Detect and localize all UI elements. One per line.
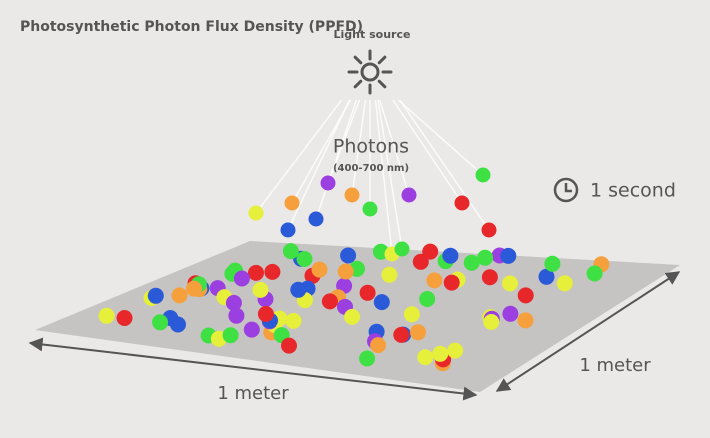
photon-rays [255,99,490,255]
width-label: 1 meter [579,355,651,376]
photon-trail [392,99,463,204]
photon-dot [311,261,328,278]
photon-dot [556,275,573,292]
photon-dot [481,269,498,286]
photon-trail [377,99,403,250]
photon-dot [477,249,494,266]
falling-photon [394,241,410,257]
photon-dot [500,247,517,264]
photons-label: Photons [333,136,409,158]
photon-dot [463,254,480,271]
photon-dot [419,291,436,307]
photon-trail [351,99,367,196]
photon-dot [381,266,398,283]
falling-photon [308,211,324,227]
photon-dot [412,253,429,270]
photon-dot [544,255,561,272]
sun-ray [353,79,363,89]
photon-dot [285,312,302,329]
time-label: 1 second [590,180,676,202]
photon-dot [344,308,361,325]
photon-dot [443,274,460,291]
photon-dot [403,306,420,323]
photon-dot [370,337,387,354]
photon-dot [147,287,164,304]
falling-photon [344,187,360,203]
falling-photon [320,175,336,191]
photon-dot [225,294,242,311]
photon-dot [426,272,443,289]
photon-dot [281,337,297,354]
photon-dot [373,294,390,311]
photon-dot [290,281,307,298]
falling-photon [454,195,470,211]
falling-photon [481,222,497,238]
length-arrow [28,337,478,401]
falling-photon [280,222,296,238]
sun-ray [353,55,363,65]
photon-dot [417,349,434,366]
photon-trail [397,99,484,176]
photon-dot [502,305,519,322]
photon-dot [359,350,376,367]
clock-icon [553,177,579,203]
photon-dot [233,270,250,287]
photon-trail [399,99,490,231]
photon-dot [483,314,500,330]
photon-dot [410,324,426,341]
photon-dot [228,307,245,324]
photon-dot [296,251,313,267]
width-arrow [495,271,681,392]
photon-trail [287,99,351,231]
falling-photon [401,187,417,203]
photon-trail [315,99,358,220]
photon-dot [393,326,410,343]
photon-dot [243,321,260,338]
falling-photon [362,201,378,217]
sun-ray [377,79,387,89]
falling-photon [248,205,264,221]
sun-icon [347,49,393,95]
photon-dot [321,293,338,310]
photon-dot [432,345,449,362]
title: Photosynthetic Photon Flux Density (PPFD… [20,19,363,35]
photon-dot [442,247,459,264]
photon-dot [152,314,169,331]
photons-range: (400-700 nm) [333,163,409,174]
photon-dot [422,243,439,260]
light-source-label: Light source [334,28,411,41]
photon-trail [379,99,410,196]
photon-dot [252,281,269,298]
photon-dot [359,284,376,301]
photon-dot [337,263,354,280]
photon-dot [340,247,357,264]
photon-dot [98,307,115,324]
falling-photon [475,167,491,183]
sun-ray [377,55,387,65]
photon-dot [264,263,281,280]
photon-dot [222,327,239,344]
photon-dot [116,310,133,326]
photon-dot [517,287,534,304]
length-label: 1 meter [217,383,289,404]
photon-dot [170,316,186,333]
photon-dot [257,306,274,322]
photon-dot [502,275,518,292]
falling-photon [284,195,300,211]
photon-dot [282,243,299,260]
photon-dot [186,280,202,297]
photon-dot [517,312,534,329]
photon-dot [248,264,264,281]
photon-dot [171,287,188,304]
photon-dot [447,342,464,359]
photon-trail [255,99,343,214]
photon-trail [374,99,393,255]
photon-dot [586,265,603,282]
